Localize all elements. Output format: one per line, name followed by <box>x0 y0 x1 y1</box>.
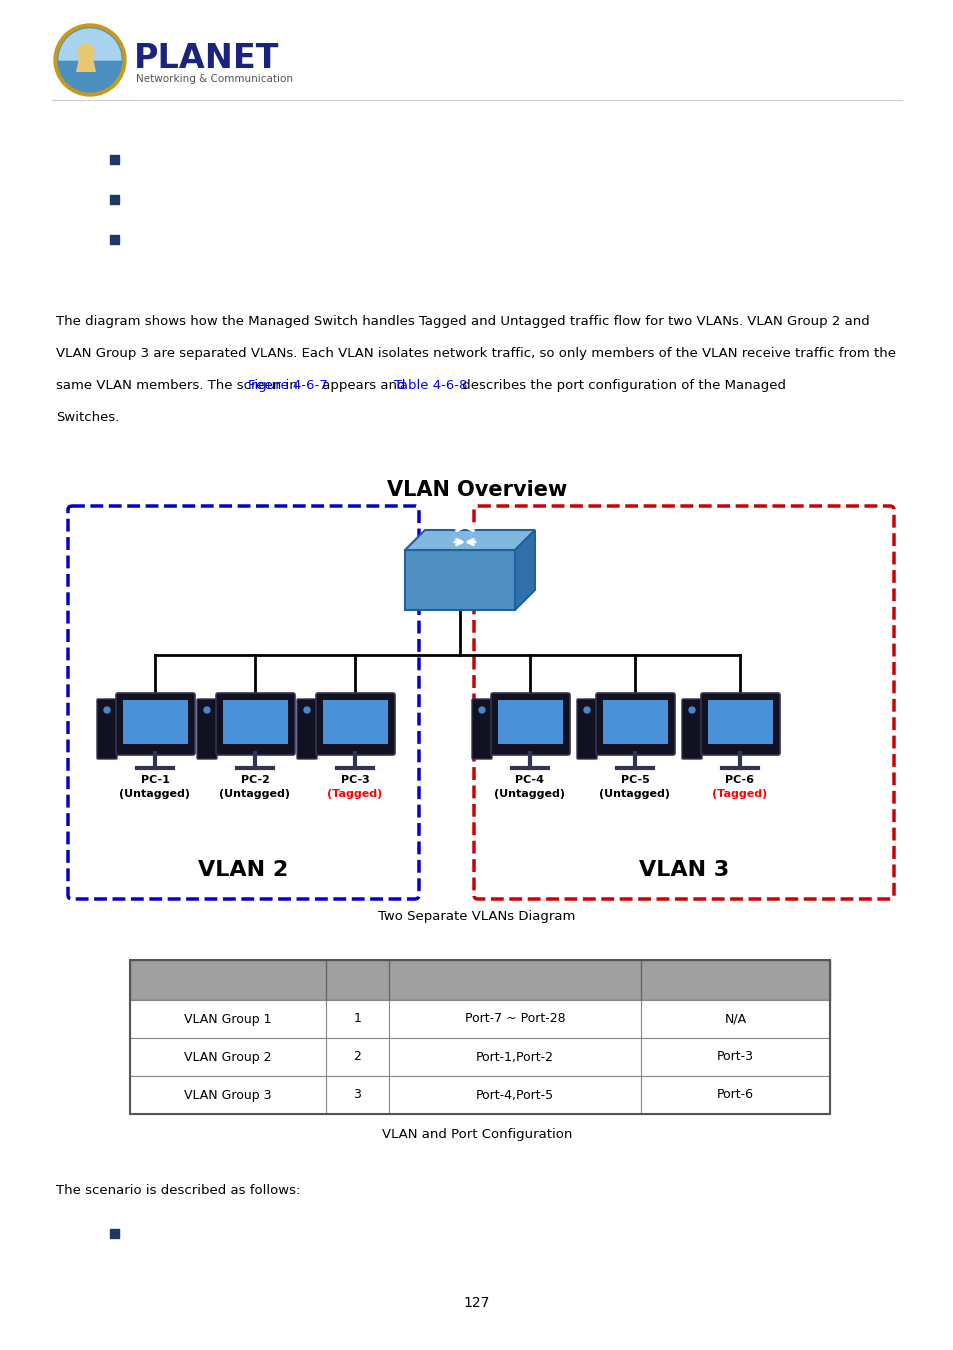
Bar <box>110 155 119 163</box>
Bar <box>110 235 119 244</box>
Text: (Untagged): (Untagged) <box>119 788 191 799</box>
Text: Networking & Communication: Networking & Communication <box>136 74 293 84</box>
FancyBboxPatch shape <box>215 693 294 755</box>
Text: VLAN Group 3: VLAN Group 3 <box>184 1088 272 1102</box>
FancyBboxPatch shape <box>68 506 418 899</box>
Bar <box>130 960 829 1000</box>
FancyBboxPatch shape <box>700 693 780 755</box>
Circle shape <box>58 28 122 92</box>
Text: Figure 4-6-7: Figure 4-6-7 <box>248 379 328 391</box>
Text: VLAN 2: VLAN 2 <box>197 860 288 880</box>
FancyBboxPatch shape <box>116 693 194 755</box>
Polygon shape <box>405 531 535 549</box>
Text: Switches.: Switches. <box>56 410 119 424</box>
Circle shape <box>478 707 484 713</box>
Text: VLAN Group 2: VLAN Group 2 <box>184 1050 272 1064</box>
Text: N/A: N/A <box>723 1012 746 1026</box>
FancyBboxPatch shape <box>472 699 492 759</box>
Text: 1: 1 <box>354 1012 361 1026</box>
Text: VLAN Group 3 are separated VLANs. Each VLAN isolates network traffic, so only me: VLAN Group 3 are separated VLANs. Each V… <box>56 347 895 360</box>
Bar <box>707 701 772 744</box>
Text: 3: 3 <box>354 1088 361 1102</box>
Text: VLAN Overview: VLAN Overview <box>387 481 566 500</box>
Text: Two Separate VLANs Diagram: Two Separate VLANs Diagram <box>378 910 575 923</box>
Text: Port-3: Port-3 <box>717 1050 753 1064</box>
FancyBboxPatch shape <box>474 506 893 899</box>
Text: same VLAN members. The screen in: same VLAN members. The screen in <box>56 379 302 391</box>
FancyBboxPatch shape <box>681 699 701 759</box>
Circle shape <box>304 707 310 713</box>
Text: PC-3: PC-3 <box>340 775 369 784</box>
Text: PC-5: PC-5 <box>620 775 649 784</box>
Text: VLAN and Port Configuration: VLAN and Port Configuration <box>381 1129 572 1141</box>
FancyBboxPatch shape <box>296 699 316 759</box>
Circle shape <box>104 707 110 713</box>
FancyBboxPatch shape <box>577 699 597 759</box>
Bar <box>497 701 562 744</box>
Text: PC-6: PC-6 <box>724 775 754 784</box>
Circle shape <box>54 24 126 96</box>
Text: 2: 2 <box>354 1050 361 1064</box>
Circle shape <box>78 45 94 59</box>
Text: (Untagged): (Untagged) <box>219 788 291 799</box>
Text: describes the port configuration of the Managed: describes the port configuration of the … <box>457 379 784 391</box>
Bar <box>110 1228 119 1238</box>
Text: PLANET: PLANET <box>133 42 279 76</box>
Bar <box>130 1038 829 1076</box>
Text: (Tagged): (Tagged) <box>712 788 767 799</box>
Bar <box>130 960 829 1114</box>
Text: Port-6: Port-6 <box>717 1088 753 1102</box>
Bar <box>602 701 667 744</box>
Circle shape <box>583 707 589 713</box>
Bar <box>130 1000 829 1038</box>
Text: Port-4,Port-5: Port-4,Port-5 <box>476 1088 554 1102</box>
FancyBboxPatch shape <box>196 699 216 759</box>
Text: PC-1: PC-1 <box>140 775 170 784</box>
FancyBboxPatch shape <box>491 693 569 755</box>
Bar <box>123 701 188 744</box>
Polygon shape <box>76 58 96 72</box>
Text: (Tagged): (Tagged) <box>327 788 382 799</box>
Text: VLAN 3: VLAN 3 <box>639 860 728 880</box>
Text: PC-2: PC-2 <box>240 775 269 784</box>
Text: The diagram shows how the Managed Switch handles Tagged and Untagged traffic flo: The diagram shows how the Managed Switch… <box>56 315 869 328</box>
Bar <box>223 701 288 744</box>
Text: Port-1,Port-2: Port-1,Port-2 <box>476 1050 554 1064</box>
Text: (Untagged): (Untagged) <box>494 788 565 799</box>
Bar <box>110 194 119 204</box>
FancyBboxPatch shape <box>315 693 395 755</box>
Text: (Untagged): (Untagged) <box>598 788 670 799</box>
Text: 127: 127 <box>463 1296 490 1310</box>
Wedge shape <box>59 28 121 59</box>
Bar <box>405 549 515 610</box>
FancyBboxPatch shape <box>596 693 675 755</box>
FancyBboxPatch shape <box>97 699 117 759</box>
Text: appears and: appears and <box>317 379 409 391</box>
Circle shape <box>688 707 695 713</box>
Text: The scenario is described as follows:: The scenario is described as follows: <box>56 1184 300 1197</box>
Bar <box>130 1076 829 1114</box>
Bar <box>323 701 388 744</box>
Text: Table 4-6-8: Table 4-6-8 <box>394 379 466 391</box>
Polygon shape <box>515 531 535 610</box>
Circle shape <box>204 707 210 713</box>
Text: VLAN Group 1: VLAN Group 1 <box>184 1012 272 1026</box>
Text: PC-4: PC-4 <box>515 775 544 784</box>
Text: Port-7 ~ Port-28: Port-7 ~ Port-28 <box>464 1012 565 1026</box>
